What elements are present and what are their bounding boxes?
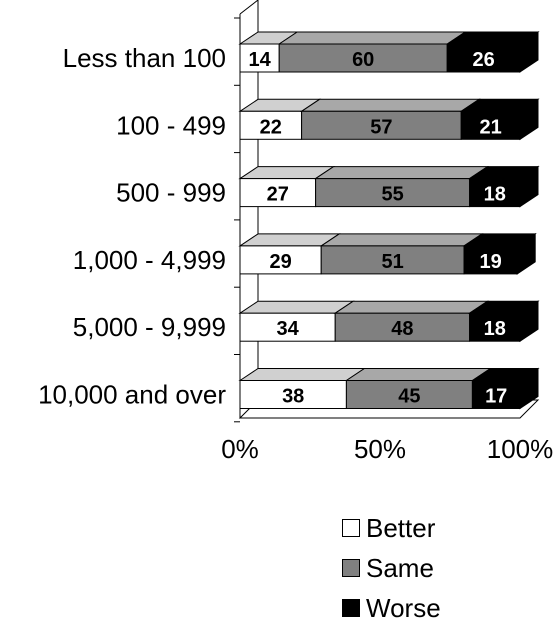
bar-segment: [239, 110, 303, 140]
bar-segment: [239, 380, 347, 409]
data-label: 55: [381, 184, 403, 206]
bar-side-face: [519, 367, 539, 410]
category-label: 500 - 999: [116, 178, 226, 208]
legend-swatch-better: [342, 519, 360, 537]
data-label: 60: [352, 49, 374, 71]
bar-segment: [460, 110, 521, 140]
data-label: 19: [479, 251, 501, 273]
data-label: 18: [484, 318, 506, 340]
data-label: 22: [260, 116, 282, 138]
bar-top-face: [319, 233, 484, 247]
category-label: Less than 100: [63, 43, 226, 73]
bar-segment: [446, 43, 521, 73]
legend-item-same: Same: [342, 548, 441, 588]
category-label: 100 - 499: [116, 110, 226, 140]
data-label: 51: [381, 251, 403, 273]
bar-side-face: [519, 31, 539, 73]
stacked-bar-chart: 0% 50% 100% Less than 100 14 60 26 100 - 499 22 5…: [38, 0, 553, 464]
data-label: 34: [276, 318, 299, 340]
bar-segment: [239, 245, 322, 275]
bar-top-face: [313, 166, 490, 180]
bar-side-face: [519, 300, 539, 343]
data-label: 48: [391, 318, 413, 340]
bar-segment: [239, 312, 336, 342]
data-label: 27: [267, 184, 289, 206]
bar-segment: [301, 110, 462, 140]
bar-segment: [320, 245, 465, 275]
data-label: 26: [472, 49, 494, 71]
bar-top-face: [277, 31, 467, 45]
legend-label-worse: Worse: [366, 592, 441, 623]
data-label: 45: [398, 386, 420, 408]
category-label: 5,000 - 9,999: [73, 312, 226, 342]
data-label: 38: [282, 386, 304, 408]
legend-label-better: Better: [366, 512, 436, 543]
x-tick-label: 100%: [487, 434, 554, 464]
legend-swatch-same: [342, 559, 360, 577]
legend-item-worse: Worse: [342, 588, 441, 628]
bar-top-face: [333, 300, 490, 314]
bar-segment: [239, 178, 317, 208]
data-label: 57: [370, 116, 392, 138]
category-label: 1,000 - 4,999: [73, 245, 226, 275]
legend-item-better: Better: [342, 508, 441, 548]
bar-top-face: [299, 98, 481, 112]
bar-segment: [239, 43, 280, 73]
bar-segment: [469, 178, 521, 208]
bar-side-face: [519, 165, 539, 208]
data-label: 29: [269, 251, 291, 273]
bar-side-face: [519, 98, 539, 141]
bar-top-face: [238, 300, 355, 314]
bar-segment: [463, 245, 518, 275]
category-label: 10,000 and over: [38, 380, 226, 410]
legend-label-same: Same: [366, 552, 434, 583]
data-label: 21: [479, 116, 501, 138]
data-label: 18: [484, 184, 506, 206]
data-label: 14: [248, 49, 271, 71]
bar-segment: [334, 312, 471, 342]
bar-side-face: [516, 232, 536, 275]
data-label: 17: [485, 386, 507, 408]
x-tick-label: 0%: [221, 434, 259, 464]
chart-labels: 0% 50% 100% Less than 100 14 60 26 100 - 499 22 5…: [38, 43, 553, 464]
x-tick-label: 50%: [354, 434, 406, 464]
bar-top-face: [344, 368, 493, 381]
legend-swatch-worse: [342, 599, 360, 617]
chart-bars: [238, 31, 540, 410]
bar-top-face: [238, 368, 367, 381]
bar-segment: [315, 178, 471, 208]
bar-segment: [345, 380, 473, 409]
chart-legend: Better Same Worse: [342, 508, 441, 628]
